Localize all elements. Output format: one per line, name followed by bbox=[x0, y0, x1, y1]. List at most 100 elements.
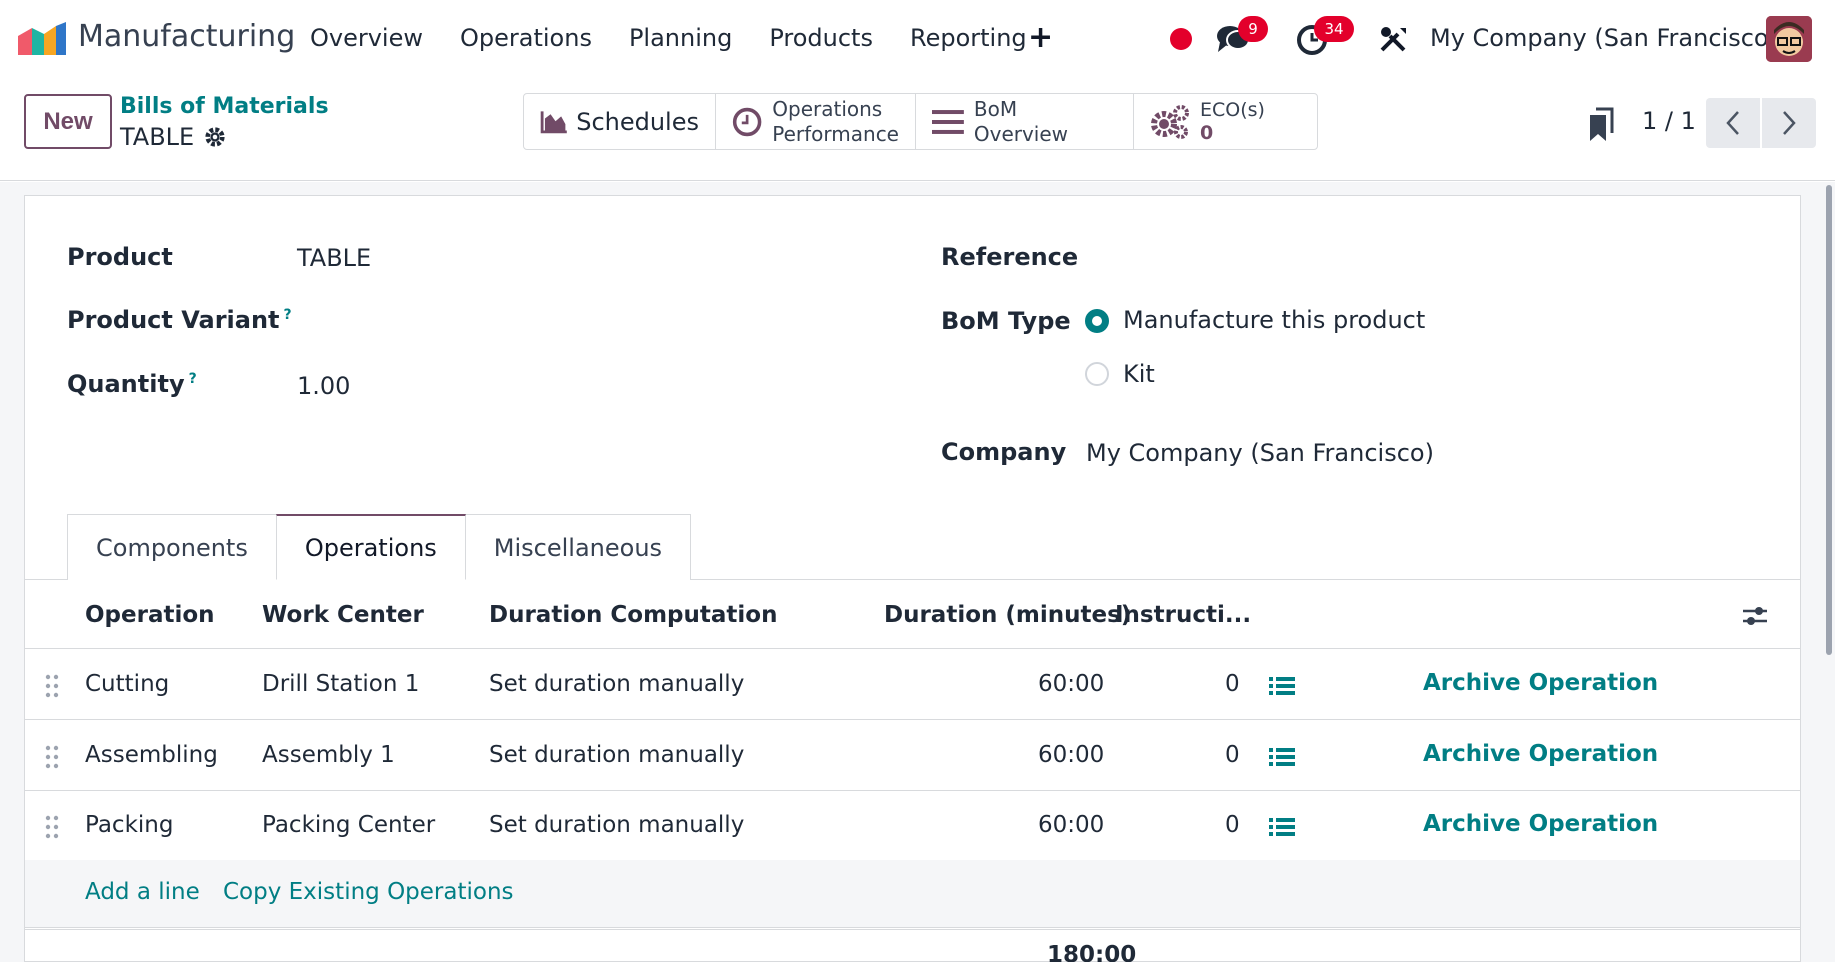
chevron-left-icon bbox=[1726, 111, 1739, 135]
bom-type-manufacture-radio[interactable] bbox=[1085, 309, 1109, 333]
control-panel: New Bills of Materials TABLE Schedules O… bbox=[0, 77, 1835, 181]
work-center: Assembly 1 bbox=[262, 742, 395, 768]
debug-tools-icon[interactable] bbox=[1378, 24, 1408, 54]
drag-handle-icon[interactable] bbox=[45, 674, 59, 698]
list-icon[interactable] bbox=[1269, 675, 1295, 697]
recording-dot-icon[interactable] bbox=[1170, 28, 1192, 50]
archive-operation-button[interactable]: Archive Operation bbox=[1423, 811, 1659, 837]
archive-operation-button[interactable]: Archive Operation bbox=[1423, 670, 1659, 696]
plus-icon[interactable]: + bbox=[1028, 20, 1054, 55]
chevron-right-icon bbox=[1783, 111, 1796, 135]
archive-operation-button[interactable]: Archive Operation bbox=[1423, 741, 1659, 767]
company-label: Company bbox=[941, 438, 1067, 466]
breadcrumb-bills-of-materials[interactable]: Bills of Materials bbox=[120, 94, 329, 119]
product-field[interactable]: TABLE bbox=[297, 244, 372, 272]
menu-overview[interactable]: Overview bbox=[310, 24, 423, 52]
pager-value[interactable]: 1 / 1 bbox=[1642, 107, 1696, 135]
drag-handle-icon[interactable] bbox=[45, 815, 59, 839]
product-variant-label-text: Product Variant bbox=[67, 306, 280, 334]
bom-type-label: BoM Type bbox=[941, 307, 1071, 335]
eco-button[interactable]: ECO(s) 0 bbox=[1134, 94, 1317, 149]
col-operation[interactable]: Operation bbox=[85, 602, 215, 628]
col-duration-minutes[interactable]: Duration (minutes) bbox=[884, 602, 1132, 628]
tab-miscellaneous[interactable]: Miscellaneous bbox=[464, 514, 692, 580]
instructions-count: 0 bbox=[1225, 742, 1240, 768]
pager-previous-button[interactable] bbox=[1706, 98, 1760, 148]
gear-icon[interactable] bbox=[204, 126, 226, 148]
gears-icon bbox=[1151, 104, 1189, 139]
main-menu: Overview Operations Planning Products Re… bbox=[310, 24, 1064, 52]
eco-label: ECO(s) 0 bbox=[1200, 99, 1265, 145]
ops-performance-line2: Performance bbox=[772, 121, 899, 146]
smart-buttons: Schedules Operations Performance BoM Ove… bbox=[523, 93, 1318, 150]
table-row[interactable]: Packing Packing Center Set duration manu… bbox=[25, 791, 1800, 861]
quantity-field[interactable]: 1.00 bbox=[297, 372, 351, 400]
work-center: Packing Center bbox=[262, 812, 436, 838]
table-row[interactable]: Cutting Drill Station 1 Set duration man… bbox=[25, 650, 1800, 720]
ops-performance-label: Operations Performance bbox=[772, 97, 899, 147]
menu-products[interactable]: Products bbox=[769, 24, 873, 52]
ops-performance-line1: Operations bbox=[772, 96, 883, 121]
activities-count-badge: 34 bbox=[1314, 16, 1354, 42]
user-avatar[interactable] bbox=[1766, 16, 1812, 62]
scrollbar-thumb[interactable] bbox=[1826, 185, 1832, 655]
page-scrollbar[interactable] bbox=[1822, 185, 1835, 660]
col-duration-computation[interactable]: Duration Computation bbox=[489, 602, 778, 628]
total-duration: 180:00 bbox=[1047, 942, 1137, 962]
menu-operations[interactable]: Operations bbox=[460, 24, 592, 52]
new-button[interactable]: New bbox=[24, 94, 112, 149]
product-label: Product bbox=[67, 243, 173, 271]
operation-name: Assembling bbox=[85, 742, 218, 768]
list-icon[interactable] bbox=[1269, 816, 1295, 838]
clock-icon bbox=[732, 107, 762, 136]
top-navbar: Manufacturing Overview Operations Planni… bbox=[0, 0, 1835, 77]
operations-performance-button[interactable]: Operations Performance bbox=[716, 94, 916, 149]
reference-label: Reference bbox=[941, 243, 1079, 271]
bom-overview-button[interactable]: BoM Overview bbox=[916, 94, 1134, 149]
col-instructions[interactable]: Instructi... bbox=[1115, 602, 1252, 628]
manufacturing-app-icon[interactable] bbox=[18, 22, 66, 55]
messages-count-badge: 9 bbox=[1238, 16, 1268, 42]
bom-type-kit-label[interactable]: Kit bbox=[1123, 360, 1155, 388]
quantity-help-tooltip[interactable]: ? bbox=[188, 371, 197, 387]
schedules-label: Schedules bbox=[576, 107, 699, 136]
pager-next-button[interactable] bbox=[1762, 98, 1816, 148]
reference-field[interactable] bbox=[1086, 243, 1686, 273]
bom-type-manufacture-label[interactable]: Manufacture this product bbox=[1123, 306, 1426, 334]
duration-computation: Set duration manually bbox=[489, 671, 745, 697]
product-variant-field[interactable] bbox=[297, 306, 797, 336]
operation-name: Packing bbox=[85, 812, 174, 838]
tab-operations[interactable]: Operations bbox=[275, 514, 466, 580]
tabs-divider bbox=[25, 579, 1800, 580]
work-center: Drill Station 1 bbox=[262, 671, 420, 697]
duration-minutes: 60:00 bbox=[1038, 812, 1105, 838]
app-title[interactable]: Manufacturing bbox=[78, 19, 296, 54]
instructions-count: 0 bbox=[1225, 812, 1240, 838]
schedules-button[interactable]: Schedules bbox=[524, 94, 716, 149]
duration-minutes: 60:00 bbox=[1038, 742, 1105, 768]
record-name: TABLE bbox=[120, 123, 195, 151]
table-row[interactable]: Assembling Assembly 1 Set duration manua… bbox=[25, 721, 1800, 791]
form-tabs: Components Operations Miscellaneous bbox=[67, 514, 692, 580]
table-add-row: Add a line Copy Existing Operations bbox=[25, 860, 1800, 928]
quantity-label: Quantity? bbox=[67, 370, 197, 398]
menu-reporting[interactable]: Reporting bbox=[909, 24, 1027, 52]
area-chart-icon bbox=[540, 110, 567, 133]
col-work-center[interactable]: Work Center bbox=[262, 602, 424, 628]
duration-computation: Set duration manually bbox=[489, 742, 745, 768]
variant-help-tooltip[interactable]: ? bbox=[283, 307, 292, 323]
operations-table-header: Operation Work Center Duration Computati… bbox=[25, 580, 1800, 649]
bom-type-kit-radio[interactable] bbox=[1085, 362, 1109, 386]
quantity-label-text: Quantity bbox=[67, 370, 185, 398]
company-switcher[interactable]: My Company (San Francisco) bbox=[1430, 24, 1778, 52]
duration-minutes: 60:00 bbox=[1038, 671, 1105, 697]
menu-planning[interactable]: Planning bbox=[628, 24, 733, 52]
list-icon[interactable] bbox=[1269, 746, 1295, 768]
eco-title: ECO(s) bbox=[1200, 98, 1265, 121]
add-line-link[interactable]: Add a line bbox=[85, 879, 200, 905]
tab-components[interactable]: Components bbox=[67, 514, 277, 580]
company-field[interactable]: My Company (San Francisco) bbox=[1086, 439, 1434, 467]
drag-handle-icon[interactable] bbox=[45, 745, 59, 769]
copy-existing-operations-link[interactable]: Copy Existing Operations bbox=[223, 879, 514, 905]
optional-columns-icon[interactable] bbox=[1741, 604, 1769, 628]
